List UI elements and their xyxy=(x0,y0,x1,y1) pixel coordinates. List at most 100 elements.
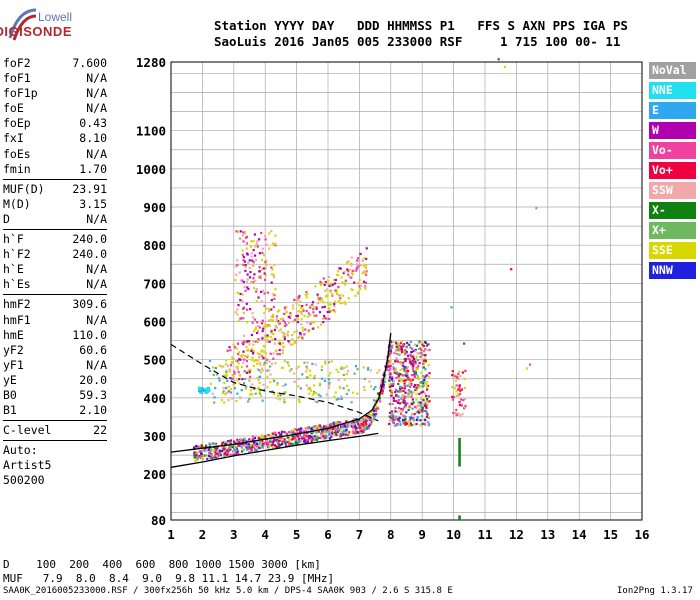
echo-point xyxy=(424,375,427,378)
echo-point xyxy=(332,309,336,312)
echo-point xyxy=(251,259,254,262)
echo-point xyxy=(388,373,391,376)
echo-point xyxy=(291,338,294,341)
echo-point xyxy=(331,294,334,297)
echo-point xyxy=(460,398,463,401)
y-tick-label: 800 xyxy=(143,238,166,253)
y-tick-label: 700 xyxy=(143,276,166,291)
echo-point xyxy=(419,381,422,384)
echo-point xyxy=(240,355,243,358)
echo-point xyxy=(264,436,267,439)
echo-point xyxy=(254,279,257,282)
echo-point xyxy=(420,358,424,361)
echo-point xyxy=(297,441,301,444)
echo-point xyxy=(395,356,398,360)
profile-curve xyxy=(170,432,379,468)
echo-point xyxy=(417,410,420,413)
echo-point xyxy=(214,366,217,370)
echo-point xyxy=(270,230,273,233)
echo-point xyxy=(398,349,401,352)
echo-point xyxy=(353,422,356,425)
echo-point xyxy=(299,427,303,430)
echo-point xyxy=(272,273,275,277)
echo-point xyxy=(249,392,252,396)
echo-point xyxy=(242,280,245,284)
param-separator xyxy=(3,294,107,296)
echo-point xyxy=(332,278,336,282)
echo-point xyxy=(424,403,427,406)
legend-item: W xyxy=(649,122,696,139)
echo-point xyxy=(229,391,232,394)
echo-point xyxy=(396,410,399,413)
echo-point xyxy=(451,373,454,377)
echo-point xyxy=(301,435,304,438)
echo-point xyxy=(300,437,303,440)
echo-point xyxy=(427,416,430,420)
echo-point xyxy=(248,372,251,375)
echo-point xyxy=(226,453,229,456)
echo-point xyxy=(416,367,419,370)
echo-point xyxy=(215,454,218,457)
echo-point xyxy=(306,440,309,443)
echo-point xyxy=(237,443,240,446)
echo-point xyxy=(417,404,421,407)
param-row: C-level 22 xyxy=(3,423,107,438)
echo-point xyxy=(292,435,295,438)
echo-point xyxy=(309,322,312,325)
echo-point xyxy=(265,361,268,364)
echo-point xyxy=(396,418,400,421)
echo-point xyxy=(254,340,257,343)
echo-point xyxy=(270,434,273,437)
echo-point xyxy=(268,232,271,235)
echo-point xyxy=(327,378,331,381)
echo-point xyxy=(358,278,361,282)
echo-point xyxy=(236,230,240,233)
echo-point xyxy=(248,379,251,382)
autoscaling-line: 500200 xyxy=(3,473,45,488)
echo-point xyxy=(415,398,418,401)
echo-point xyxy=(312,308,315,311)
logo-line1: Lowell xyxy=(37,10,72,24)
echo-point xyxy=(362,420,365,423)
echo-point xyxy=(378,386,382,390)
echo-point xyxy=(264,238,267,241)
echo-point xyxy=(286,361,289,364)
echo-point xyxy=(239,299,242,302)
echo-point xyxy=(399,385,402,389)
echo-point xyxy=(336,429,339,432)
echo-point xyxy=(268,340,271,343)
echo-point xyxy=(273,264,276,267)
echo-point xyxy=(452,395,455,399)
echo-point xyxy=(408,416,411,419)
echo-point xyxy=(418,392,421,395)
echo-point xyxy=(412,362,415,365)
echo-point xyxy=(221,391,225,395)
param-value: N/A xyxy=(86,101,107,116)
echo-point xyxy=(303,333,306,336)
echo-point xyxy=(355,263,358,266)
echo-point xyxy=(309,306,312,309)
echo-point xyxy=(305,303,308,306)
echo-point xyxy=(420,352,423,355)
echo-point xyxy=(238,452,241,455)
echo-point xyxy=(231,377,234,380)
echo-point xyxy=(289,443,292,447)
legend-item: X- xyxy=(649,202,696,219)
echo-point xyxy=(341,423,344,426)
echo-point xyxy=(243,437,246,440)
echo-point xyxy=(318,299,322,302)
echo-point xyxy=(388,411,392,414)
echo-point xyxy=(250,349,253,353)
echo-point xyxy=(205,388,208,391)
echo-point xyxy=(226,440,230,443)
echo-point xyxy=(347,431,351,434)
echo-point xyxy=(426,388,429,391)
echo-point xyxy=(394,369,397,372)
echo-point xyxy=(394,391,397,394)
echo-point xyxy=(287,330,290,333)
echo-point xyxy=(242,259,245,262)
echo-point xyxy=(323,316,326,319)
echo-point xyxy=(385,366,388,369)
echo-point xyxy=(463,397,467,400)
echo-point xyxy=(307,435,310,438)
